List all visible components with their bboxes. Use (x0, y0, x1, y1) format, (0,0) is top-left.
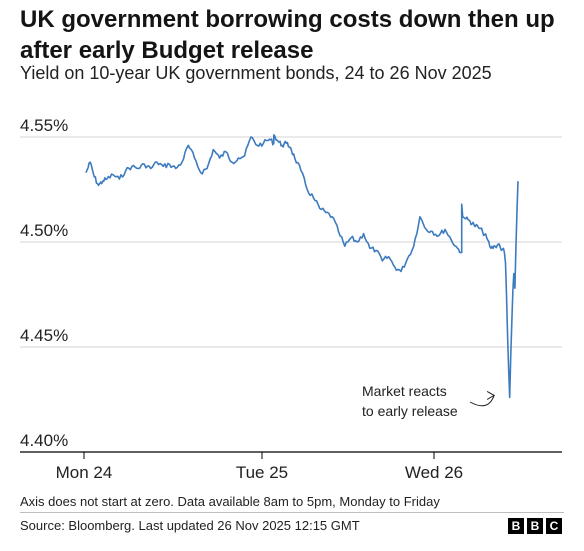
source-text: Source: Bloomberg. Last updated 26 Nov 2… (20, 518, 360, 533)
annotation: Market reacts to early release (362, 383, 496, 419)
x-tick-label: Tue 25 (236, 463, 288, 482)
y-tick-label: 4.55% (20, 116, 68, 135)
annotation-arrow (469, 395, 495, 407)
annotation-arrowhead (486, 390, 496, 400)
y-tick-label: 4.40% (20, 431, 68, 450)
footer-divider (20, 512, 564, 513)
logo-letter-c: C (546, 518, 562, 534)
logo-letter-b2: B (527, 518, 543, 534)
x-tick-label: Mon 24 (56, 463, 113, 482)
chart-subtitle: Yield on 10-year UK government bonds, 24… (20, 63, 492, 83)
bbc-logo: B B C (508, 518, 562, 534)
x-axis-ticks: Mon 24 Tue 25 Wed 26 (56, 452, 463, 482)
annotation-text: Market reacts (362, 383, 447, 399)
gridlines (20, 136, 562, 453)
y-axis-ticks: 4.55% 4.50% 4.45% 4.40% (20, 116, 68, 450)
y-tick-label: 4.50% (20, 221, 68, 240)
y-tick-label: 4.45% (20, 326, 68, 345)
annotation-text: to early release (362, 403, 458, 419)
series-layer (85, 134, 519, 399)
series-line (85, 134, 519, 399)
axis-note: Axis does not start at zero. Data availa… (20, 494, 440, 509)
logo-letter-b1: B (508, 518, 524, 534)
chart-title: UK government borrowing costs down then … (20, 6, 555, 64)
x-tick-label: Wed 26 (405, 463, 463, 482)
